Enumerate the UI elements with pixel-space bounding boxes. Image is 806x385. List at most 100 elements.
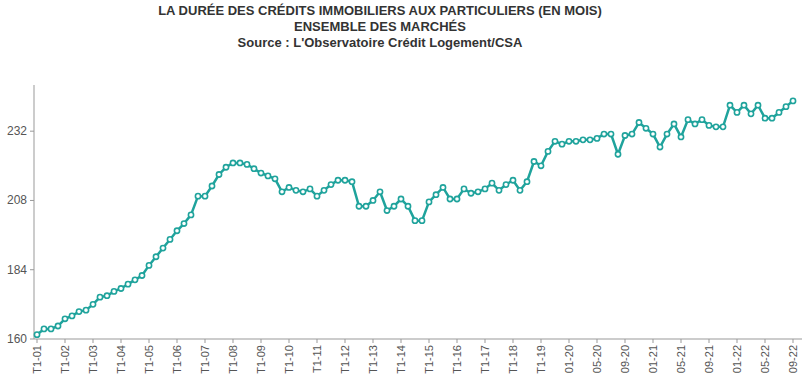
data-point — [783, 104, 788, 109]
x-tick — [737, 339, 738, 343]
data-point — [104, 293, 109, 298]
data-point — [223, 165, 228, 170]
data-point — [650, 131, 655, 136]
data-point — [48, 326, 53, 331]
data-point — [83, 308, 88, 313]
data-point — [587, 137, 592, 142]
x-tick-label: T1-11 — [311, 345, 323, 373]
data-point — [258, 170, 263, 175]
data-point — [461, 186, 466, 191]
data-point — [615, 152, 620, 157]
data-point — [412, 218, 417, 223]
x-tick — [65, 339, 66, 343]
x-tick — [681, 339, 682, 343]
x-tick-label: T1-10 — [283, 345, 295, 374]
x-tick-label: T1-09 — [255, 345, 267, 374]
y-tick-label: 184 — [7, 263, 27, 277]
x-tick-label: T1-14 — [395, 345, 407, 374]
x-tick — [485, 339, 486, 343]
data-point — [566, 139, 571, 144]
data-point — [97, 295, 102, 300]
data-point — [559, 142, 564, 147]
data-point — [398, 196, 403, 201]
data-point — [517, 188, 522, 193]
data-point — [706, 123, 711, 128]
x-tick-label: 05-20 — [591, 345, 603, 373]
data-point — [272, 176, 277, 181]
data-point — [433, 192, 438, 197]
data-point — [482, 186, 487, 191]
data-point — [125, 282, 130, 287]
data-point — [755, 103, 760, 108]
x-tick — [345, 339, 346, 343]
x-tick — [765, 339, 766, 343]
x-tick-label: T1-04 — [115, 345, 127, 374]
data-point — [594, 136, 599, 141]
data-point — [293, 188, 298, 193]
data-point — [363, 204, 368, 209]
x-tick-label: T1-06 — [171, 345, 183, 374]
data-point — [118, 286, 123, 291]
data-point — [538, 163, 543, 168]
y-tick — [30, 131, 34, 132]
y-tick — [30, 200, 34, 201]
data-point — [216, 172, 221, 177]
data-point — [139, 273, 144, 278]
data-point — [496, 188, 501, 193]
x-tick — [149, 339, 150, 343]
data-point — [748, 111, 753, 116]
x-tick-label: T1-07 — [199, 345, 211, 374]
data-point — [601, 131, 606, 136]
subtitle: ENSEMBLE DES MARCHÉS — [294, 19, 466, 34]
x-tick-label: T1-03 — [87, 345, 99, 374]
y-tick-label: 208 — [7, 193, 27, 207]
data-point — [440, 185, 445, 190]
data-point — [132, 277, 137, 282]
data-point — [265, 173, 270, 178]
data-point — [692, 121, 697, 126]
data-point — [111, 289, 116, 294]
x-tick — [373, 339, 374, 343]
data-point — [167, 237, 172, 242]
data-point — [426, 199, 431, 204]
data-point — [181, 221, 186, 226]
x-tick — [429, 339, 430, 343]
x-tick — [569, 339, 570, 343]
x-tick — [261, 339, 262, 343]
data-point — [678, 134, 683, 139]
data-point — [762, 116, 767, 121]
data-point — [314, 194, 319, 199]
data-point — [286, 185, 291, 190]
data-point — [335, 178, 340, 183]
data-point — [734, 110, 739, 115]
x-tick — [597, 339, 598, 343]
data-point — [524, 179, 529, 184]
x-tick-label: T1-05 — [143, 345, 155, 374]
data-point — [174, 228, 179, 233]
data-point — [769, 116, 774, 121]
data-point — [391, 204, 396, 209]
x-tick-label: 01-22 — [731, 345, 743, 373]
x-tick-label: T1-15 — [423, 345, 435, 374]
x-tick-label: T1-16 — [451, 345, 463, 374]
data-point — [160, 245, 165, 250]
data-point — [657, 144, 662, 149]
x-tick-label: T1-18 — [507, 345, 519, 374]
data-point — [643, 126, 648, 131]
data-point — [419, 218, 424, 223]
x-tick — [793, 339, 794, 343]
data-point — [727, 103, 732, 108]
x-tick — [177, 339, 178, 343]
data-point — [720, 124, 725, 129]
data-point — [790, 98, 795, 103]
data-point — [55, 323, 60, 328]
x-tick — [541, 339, 542, 343]
data-point — [377, 189, 382, 194]
x-tick-label: T1-01 — [31, 345, 43, 374]
x-tick-label: 09-22 — [787, 345, 799, 373]
x-tick — [625, 339, 626, 343]
x-tick-label: T1-13 — [367, 345, 379, 374]
data-point — [580, 137, 585, 142]
x-tick-label: 01-21 — [647, 345, 659, 373]
y-tick — [30, 339, 34, 340]
